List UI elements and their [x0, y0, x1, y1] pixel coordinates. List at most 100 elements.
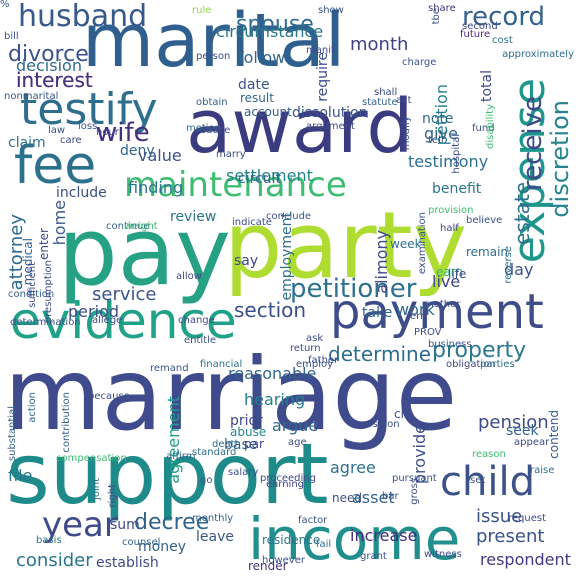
- word-ask: ask: [306, 333, 324, 344]
- word-petitioner: petitioner: [290, 274, 417, 304]
- word-sum: sum: [110, 517, 140, 533]
- word-shall: shall: [374, 87, 398, 98]
- word-motion: motion: [186, 123, 222, 134]
- word-interest: interest: [16, 68, 93, 92]
- word-determination: determination: [10, 317, 81, 328]
- word-act: act: [396, 95, 412, 106]
- word-marry: marry: [216, 149, 246, 160]
- word-tell: tell: [428, 135, 444, 146]
- word-day: day: [504, 260, 534, 279]
- word-grant: grant: [360, 551, 387, 562]
- word-decision: decision: [16, 56, 82, 75]
- word-account: account: [244, 105, 292, 119]
- word-joint: joint: [91, 478, 102, 500]
- word-agreement: agreement: [164, 396, 183, 484]
- word-payment: payment: [330, 284, 544, 340]
- word-prov: PROV: [414, 327, 442, 338]
- word-marriage: marriage: [4, 336, 458, 453]
- word-file: file: [8, 466, 33, 485]
- word-note: note: [422, 111, 454, 127]
- word-tbe: tbe: [431, 8, 442, 25]
- word-law: law: [48, 125, 66, 136]
- word-affirm: affirm: [166, 451, 196, 462]
- word-wife: wife: [96, 118, 150, 148]
- word-reduce: reduce: [196, 125, 231, 136]
- word-service: service: [92, 284, 157, 305]
- word-hearing: hearing: [244, 390, 306, 409]
- word-obtain: obtain: [196, 97, 228, 108]
- word-par: par: [244, 437, 264, 451]
- word-need: need: [332, 491, 362, 505]
- word-deny: deny: [120, 143, 155, 159]
- word-salary: salary: [228, 467, 259, 478]
- word-section: section: [234, 298, 307, 322]
- word-death: death: [212, 439, 241, 450]
- word-gross: gross: [409, 478, 420, 505]
- word-evidence: evidence: [10, 292, 237, 350]
- word-discretion: discretion: [546, 100, 574, 218]
- word-mother: mother: [424, 299, 461, 310]
- word-statute: statute: [362, 97, 398, 108]
- word-action: action: [27, 392, 38, 423]
- word-decree: decree: [134, 510, 210, 535]
- word-sufficient: sufficient: [27, 262, 38, 308]
- word-indicate: indicate: [232, 217, 272, 228]
- word-agree: agree: [330, 458, 376, 477]
- word-include: include: [56, 185, 107, 201]
- word-settlement: settlement: [226, 166, 313, 185]
- word-testify: testify: [20, 84, 158, 135]
- word-month: month: [350, 34, 409, 55]
- word-father: father: [308, 355, 339, 366]
- word-week: week: [390, 237, 422, 251]
- word-spouse: spouse: [236, 12, 314, 37]
- word-substantial: substantial: [7, 406, 18, 462]
- word-disability: disability: [485, 104, 496, 149]
- word-reasonable: reasonable: [228, 364, 317, 383]
- word-employment: employment: [279, 212, 295, 301]
- word-counsel: counsel: [122, 537, 161, 548]
- word-require: require: [315, 52, 331, 102]
- word-determine: determine: [328, 342, 432, 366]
- word-money: money: [138, 539, 186, 555]
- word-finding: finding: [128, 178, 184, 197]
- word-modify: modify: [401, 116, 412, 151]
- word-loss: loss: [78, 121, 98, 132]
- word-circuit: circuit: [238, 171, 281, 187]
- word-allow: allow: [176, 271, 202, 282]
- word-basis: basis: [36, 535, 62, 546]
- word-earning: earning: [266, 479, 305, 490]
- word-render: render: [248, 559, 288, 573]
- word-value: value: [138, 146, 182, 165]
- word-argument: argument: [306, 121, 355, 132]
- word-interest: interest: [16, 68, 93, 92]
- word-live: live: [432, 272, 461, 291]
- word-err: err: [410, 311, 425, 322]
- word-second: second: [462, 21, 498, 32]
- word-establish: establish: [96, 555, 159, 571]
- word-show: show: [318, 5, 344, 16]
- word-bill: bill: [4, 31, 19, 42]
- word-reason: reason: [472, 449, 506, 460]
- word--: %: [0, 0, 10, 10]
- word-enter: enter: [37, 228, 51, 261]
- word-nonmarital: nonmarital: [4, 91, 59, 102]
- word-take: take: [362, 305, 393, 321]
- word-remand: remand: [150, 363, 189, 374]
- word-parties: parties: [480, 359, 515, 370]
- word-increase: increase: [350, 526, 418, 545]
- word-request: request: [508, 513, 547, 524]
- word-result: result: [240, 91, 274, 105]
- word-maintenance: maintenance: [124, 165, 347, 205]
- word-ch: ch: [394, 407, 409, 421]
- word-monthly: monthly: [192, 513, 234, 524]
- word-total: total: [479, 70, 495, 103]
- word-base: base: [224, 437, 258, 453]
- word-change: change: [178, 315, 215, 326]
- word-circumstance: circumstance: [216, 22, 324, 41]
- word-leave: leave: [196, 529, 234, 545]
- word-contribution: contribution: [61, 392, 72, 453]
- word-raise: raise: [530, 465, 555, 476]
- word-asset: asset: [352, 488, 395, 507]
- word-marital: marital: [82, 0, 346, 84]
